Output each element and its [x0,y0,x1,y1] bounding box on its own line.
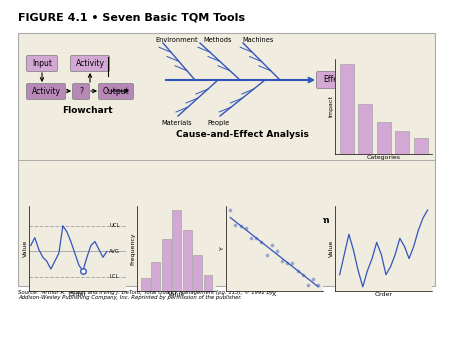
Point [304,282,311,288]
Text: ?: ? [79,87,83,96]
Text: UCL: UCL [109,223,120,228]
X-axis label: Order: Order [68,292,86,297]
Bar [151,262,160,291]
Text: Effect: Effect [323,75,345,84]
Point [258,239,265,245]
FancyBboxPatch shape [316,72,351,89]
X-axis label: Value: Value [168,292,185,297]
Text: Source:  Arthur R. Tenner and Irving J. DeToro, Total Quality Management (pg. 11: Source: Arthur R. Tenner and Irving J. D… [18,289,273,295]
Point [232,222,239,227]
Text: Cause-and-Effect Analysis: Cause-and-Effect Analysis [176,130,308,139]
Point [252,236,260,241]
Text: Run Chart: Run Chart [362,216,414,225]
FancyBboxPatch shape [27,55,58,72]
Bar [340,64,354,154]
Text: Activity: Activity [32,87,60,96]
Point [279,258,286,264]
Point [268,242,275,247]
Text: Scatter Diagram: Scatter Diagram [246,216,330,225]
Bar [358,104,372,154]
FancyBboxPatch shape [27,83,66,99]
Point [284,260,291,265]
Point [289,261,296,266]
Text: Methods: Methods [204,37,232,43]
Text: Activity: Activity [76,59,104,68]
Text: LCL: LCL [109,274,119,280]
Y-axis label: Impact: Impact [329,96,334,117]
Text: Pareto Analysis: Pareto Analysis [346,130,425,139]
Text: Control Chart: Control Chart [29,216,97,225]
Text: Histogram: Histogram [152,216,204,225]
Bar [414,138,428,154]
Text: Flowchart: Flowchart [62,106,112,115]
Point [227,207,234,213]
Point [310,276,317,282]
Text: Machines: Machines [242,37,274,43]
Point [299,272,306,277]
Y-axis label: Frequency: Frequency [131,232,136,265]
Bar [203,274,212,291]
Y-axis label: Y: Y [220,246,225,250]
Text: AVG: AVG [109,249,120,254]
Text: Source:  Arthur R. Tenner and Irving J. DeToro,: Source: Arthur R. Tenner and Irving J. D… [0,337,1,338]
Point [242,225,249,231]
FancyBboxPatch shape [72,83,90,99]
Text: Output: Output [103,87,130,96]
Bar [18,33,435,286]
Bar [193,255,202,291]
Y-axis label: Value: Value [329,240,334,257]
Point [315,282,322,288]
Bar [395,131,409,154]
Point [263,252,270,258]
Text: People: People [207,120,229,126]
X-axis label: Categories: Categories [367,155,400,160]
FancyBboxPatch shape [71,55,109,72]
Bar [377,122,391,154]
Bar [141,278,150,291]
Text: Total Quality Management: Total Quality Management [0,337,1,338]
Text: Materials: Materials [162,120,192,126]
Point [294,268,301,274]
Bar [172,210,181,291]
Point [248,236,255,241]
Bar [183,230,192,291]
Text: Input: Input [32,59,52,68]
Text: Environment: Environment [156,37,198,43]
X-axis label: X: X [272,292,276,297]
Text: FIGURE 4.1 • Seven Basic TQM Tools: FIGURE 4.1 • Seven Basic TQM Tools [18,13,245,23]
X-axis label: Order: Order [374,292,392,297]
Point [273,248,280,254]
Text: Addison-Wesley Publishing Company, Inc. Reprinted by permission of the publisher: Addison-Wesley Publishing Company, Inc. … [18,295,242,300]
Bar [162,239,171,291]
FancyBboxPatch shape [99,83,134,99]
Point [237,223,244,229]
Y-axis label: Value: Value [23,240,28,257]
